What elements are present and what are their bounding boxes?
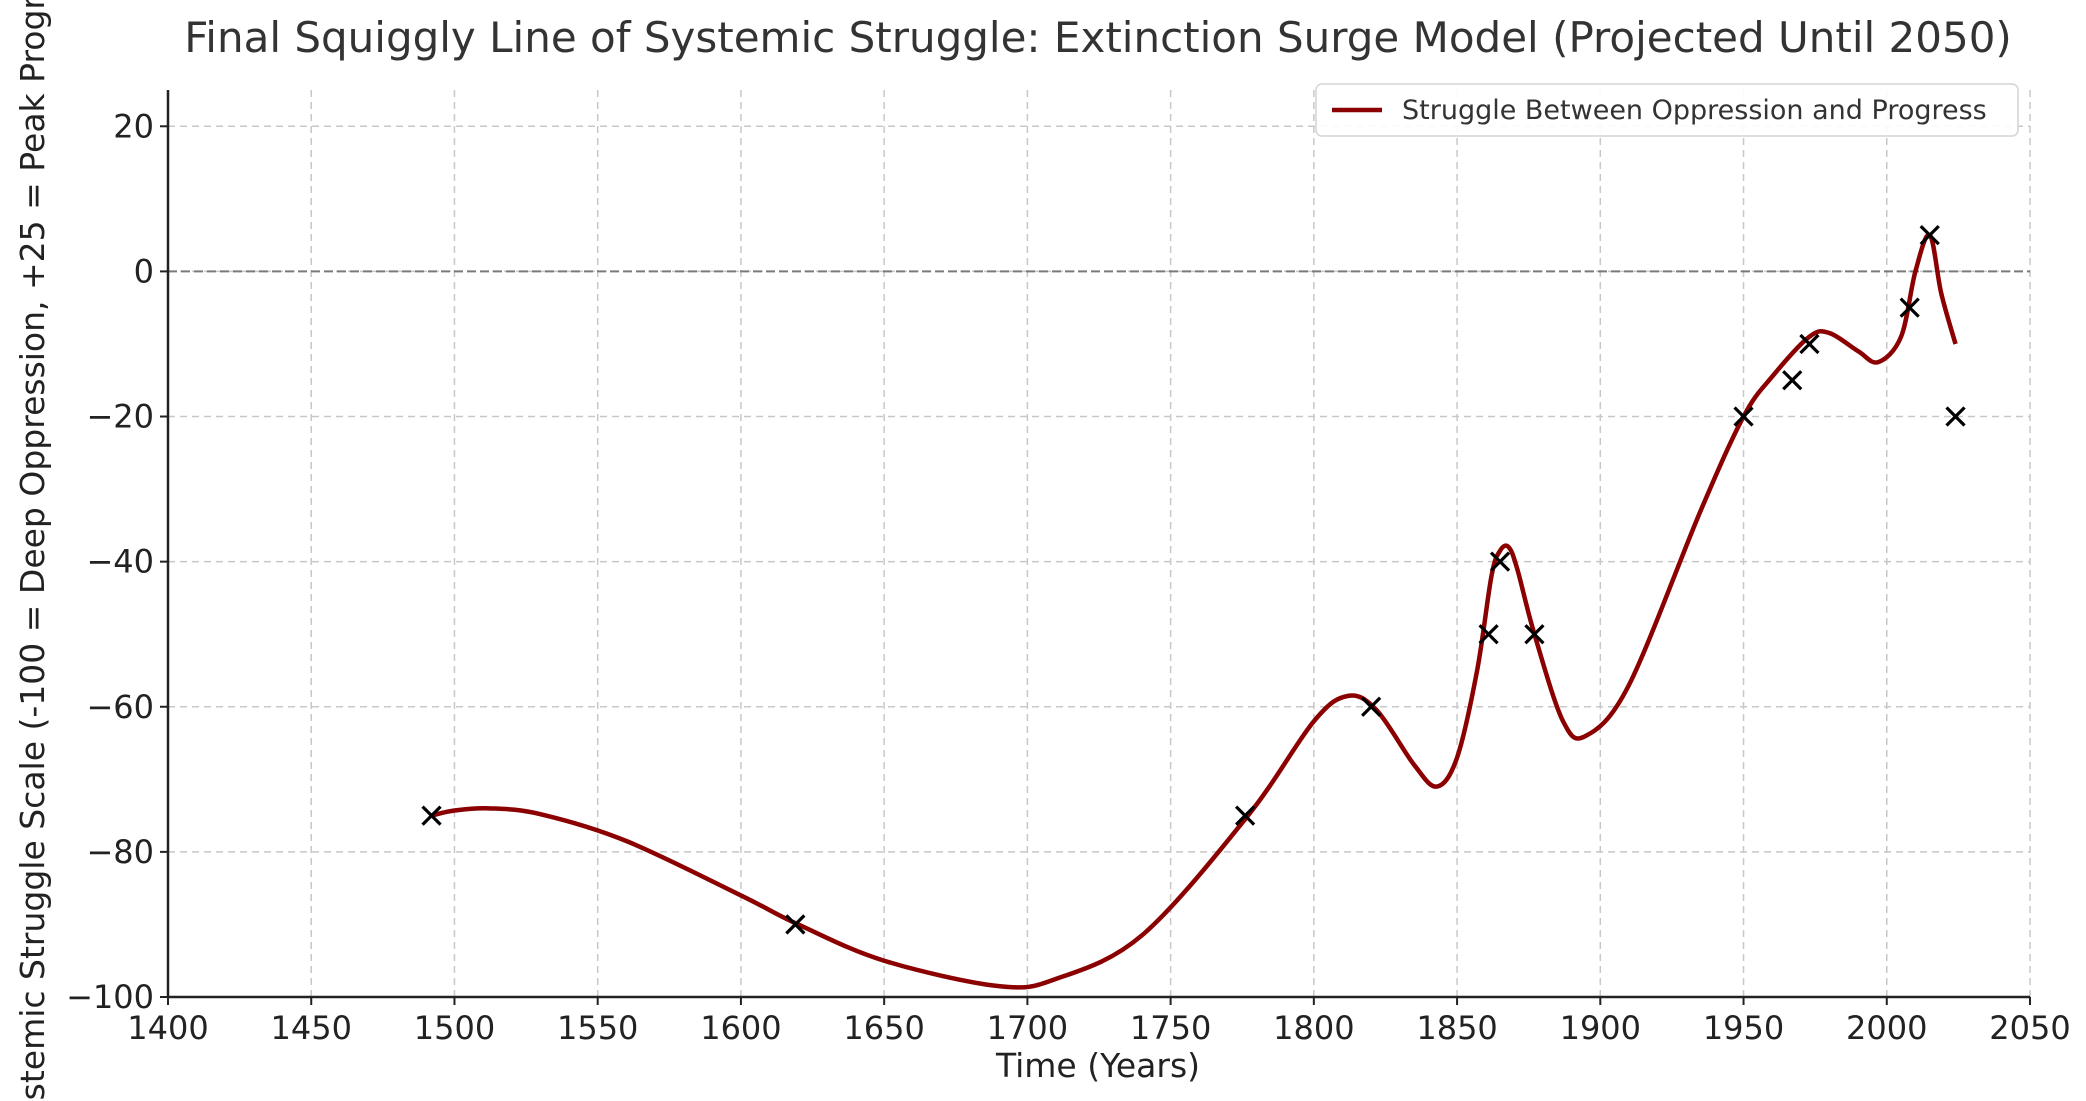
x-tick-label: 1550 — [557, 1009, 638, 1047]
data-marker — [1899, 297, 1920, 318]
data-marker — [1478, 624, 1499, 645]
legend-box — [1315, 83, 2019, 137]
x-tick-label: 1900 — [1560, 1009, 1641, 1047]
marker-stroke-b — [1782, 370, 1803, 391]
marker-stroke-b — [1799, 333, 1820, 355]
series-group — [431, 232, 1958, 990]
marker-stroke-b — [785, 914, 806, 935]
y-axis-label: Systemic Struggle Scale (-100 = Deep Opp… — [13, 0, 52, 1101]
data-marker — [1919, 224, 1940, 246]
marker-stroke-b — [1945, 406, 1966, 427]
x-tick-label: 1400 — [127, 1009, 208, 1047]
data-marker — [1782, 370, 1803, 391]
series-line-0 — [431, 232, 1958, 990]
x-axis-label: Time (Years) — [995, 1046, 1200, 1085]
marker-stroke-b — [1489, 551, 1511, 572]
data-marker — [1361, 696, 1382, 717]
marker-stroke-b — [1524, 624, 1545, 645]
marker-stroke-b — [1478, 624, 1499, 645]
x-tick-label: 1850 — [1416, 1009, 1497, 1047]
y-tick-label: −80 — [86, 833, 154, 871]
x-tick-label: 1800 — [1273, 1009, 1354, 1047]
x-tick-label: 1950 — [1703, 1009, 1784, 1047]
y-tick-label: −100 — [66, 978, 154, 1016]
x-tick-label: 2050 — [1989, 1009, 2070, 1047]
marker-stroke-b — [1361, 696, 1382, 717]
y-tick-label: −20 — [86, 398, 154, 436]
data-marker — [1234, 805, 1256, 826]
marker-stroke-b — [1899, 297, 1920, 318]
y-tick-label: 20 — [113, 107, 154, 145]
legend-label: Struggle Between Oppression and Progress — [1402, 95, 1987, 126]
x-tick-label: 2000 — [1846, 1009, 1927, 1047]
data-marker — [1799, 333, 1820, 355]
y-tick-label: 0 — [134, 252, 154, 290]
y-tick-label: −40 — [86, 543, 154, 581]
marker-stroke-b — [421, 805, 442, 826]
x-tick-label: 1450 — [271, 1009, 352, 1047]
data-marker — [1733, 406, 1754, 427]
marker-group — [421, 224, 1966, 935]
x-tick-label: 1750 — [1130, 1009, 1211, 1047]
axes: 1400 1450 1500 1550 1600 1650 1700 1750 1800 1850… — [66, 90, 2071, 1047]
marker-stroke-b — [1919, 224, 1940, 246]
data-marker — [785, 914, 806, 935]
x-tick-label: 1600 — [700, 1009, 781, 1047]
x-tick-label: 1700 — [987, 1009, 1068, 1047]
x-tick-label: 1500 — [414, 1009, 495, 1047]
x-tick-label: 1650 — [843, 1009, 924, 1047]
data-marker — [1489, 551, 1511, 572]
data-marker — [1945, 406, 1966, 427]
marker-stroke-b — [1733, 406, 1754, 427]
legend: Struggle Between Oppression and Progress — [1315, 83, 2019, 137]
y-tick-label: −60 — [86, 688, 154, 726]
chart-title: Final Squiggly Line of Systemic Struggle… — [184, 13, 2012, 62]
data-marker — [1524, 624, 1545, 645]
marker-stroke-b — [1234, 805, 1256, 826]
data-marker — [421, 805, 442, 826]
